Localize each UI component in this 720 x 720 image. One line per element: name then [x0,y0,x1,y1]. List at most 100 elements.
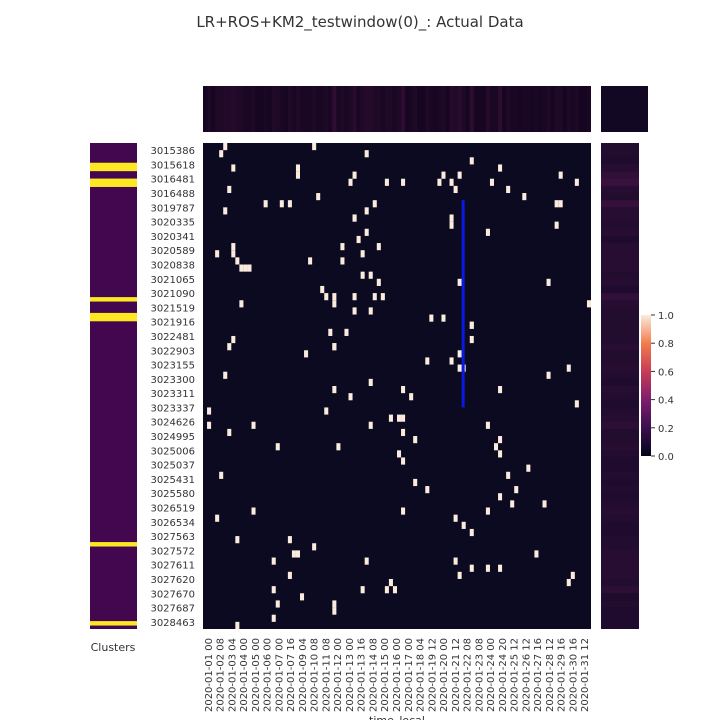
y-tick-label: 3023300 [150,375,195,386]
heatmap-cell [291,550,296,558]
heatmap-cell [514,486,519,494]
heatmap-cell [376,243,381,251]
heatmap-cell [401,178,406,186]
row-summary-band [601,335,639,344]
row-summary-band [601,364,639,372]
row-summary-band [601,321,639,329]
x-axis-label: time_local [369,714,425,720]
heatmap-cell [384,586,389,594]
column-summary-band [259,86,264,132]
colorbar-tick-label: 0.0 [658,452,674,463]
column-summary-band [506,86,511,132]
row-summary-band [601,235,639,244]
chart-title: LR+ROS+KM2_testwindow(0)_: Actual Data [196,13,523,32]
y-tick-label: 3027572 [150,546,195,557]
x-tick-label: 2020-01-13 16 [357,638,368,712]
heatmap-cell [251,507,256,515]
heatmap-cell [498,164,503,172]
heatmap-cell [332,300,337,308]
column-summary-band [227,86,232,132]
row-summary-band [601,600,639,608]
heatmap-cell [352,293,357,301]
colorbar-tick-label: 0.8 [658,339,674,350]
heatmap-cell [494,443,499,451]
row-summary-band [601,285,639,294]
heatmap-cell [231,164,236,172]
y-tick-label: 3020589 [150,246,195,257]
y-tick-label: 3025431 [150,475,195,486]
heatmap-cell [558,171,563,179]
column-summary-band [340,86,345,132]
row-summary-band [601,521,639,529]
row-summary-band [601,278,639,286]
row-summary-band [601,564,639,572]
x-tick-label: 2020-01-29 16 [557,638,568,712]
column-summary-band [538,86,543,132]
column-summary-band [558,86,563,132]
cluster-bands [90,162,137,626]
y-tick-label: 3022903 [150,346,195,357]
heatmap-cell [449,214,454,222]
heatmap-cell [219,471,224,479]
row-summary-band [601,243,639,251]
column-summary-band [574,86,579,132]
heatmap-cell [360,271,365,279]
y-tick-label: 3021090 [150,289,195,300]
x-tick-label: 2020-01-04 00 [239,638,250,712]
row-summary-band [601,221,639,229]
row-summary-band [601,578,639,587]
heatmap-cell [453,185,458,194]
heatmap-cell [312,143,317,151]
heatmap-cell [469,335,474,344]
column-summary-band [251,86,256,132]
row-summary-band [601,257,639,265]
heatmap-cell [356,235,361,244]
heatmap-cell [388,578,393,587]
y-tick-label: 3027611 [150,561,195,572]
y-tick-label: 3025037 [150,461,195,472]
heatmap-cell [506,471,511,479]
column-summary-band [360,86,365,132]
y-tick-label: 3025006 [150,446,195,457]
column-summary-band [522,86,527,132]
column-summary-band [348,86,353,132]
heatmap-cell [223,371,228,379]
x-tick-label: 2020-01-05 00 [251,638,262,712]
heatmap-cell [413,478,418,487]
heatmap-cell [510,500,515,508]
heatmap-cell [485,228,490,236]
heatmap-cell [392,586,397,594]
row-summary-band [601,478,639,487]
heatmap-cell [275,443,280,451]
column-summary-band [457,86,462,132]
row-summary-band [601,400,639,408]
column-summary-band [356,86,361,132]
row-summary-band [601,314,639,322]
heatmap-background [203,143,591,629]
column-summary-band [372,86,377,132]
row-summary-band [601,214,639,222]
heatmap-cell [376,278,381,286]
heatmap-cell [397,450,402,458]
heatmap-cell [360,586,365,594]
y-tick-label: 3025580 [150,489,195,500]
heatmap-cell [506,185,511,194]
heatmap-cell [328,328,333,336]
column-summary-band [239,86,244,132]
row-summary-band [601,264,639,272]
colorbar-tick-label: 0.6 [658,367,674,378]
x-tick-label: 2020-01-16 00 [392,638,403,712]
heatmap-cell [453,557,458,565]
column-summary-band [267,86,272,132]
heatmap-cell [441,171,446,179]
heatmap-cell [340,243,345,251]
heatmap-cell [348,178,353,186]
heatmap-cell [457,171,462,179]
column-summary-band [566,86,571,132]
row-summary-band [601,550,639,558]
column-summary-band [328,86,333,132]
heatmap-cell [352,214,357,222]
row-summary-band [601,421,639,429]
column-summary-band [332,86,337,132]
